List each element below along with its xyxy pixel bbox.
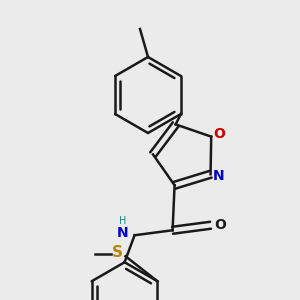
Text: H: H [119,216,126,226]
Text: N: N [117,226,128,240]
Text: S: S [112,245,123,260]
Text: N: N [213,169,224,183]
Text: O: O [214,218,226,232]
Text: O: O [213,127,225,141]
